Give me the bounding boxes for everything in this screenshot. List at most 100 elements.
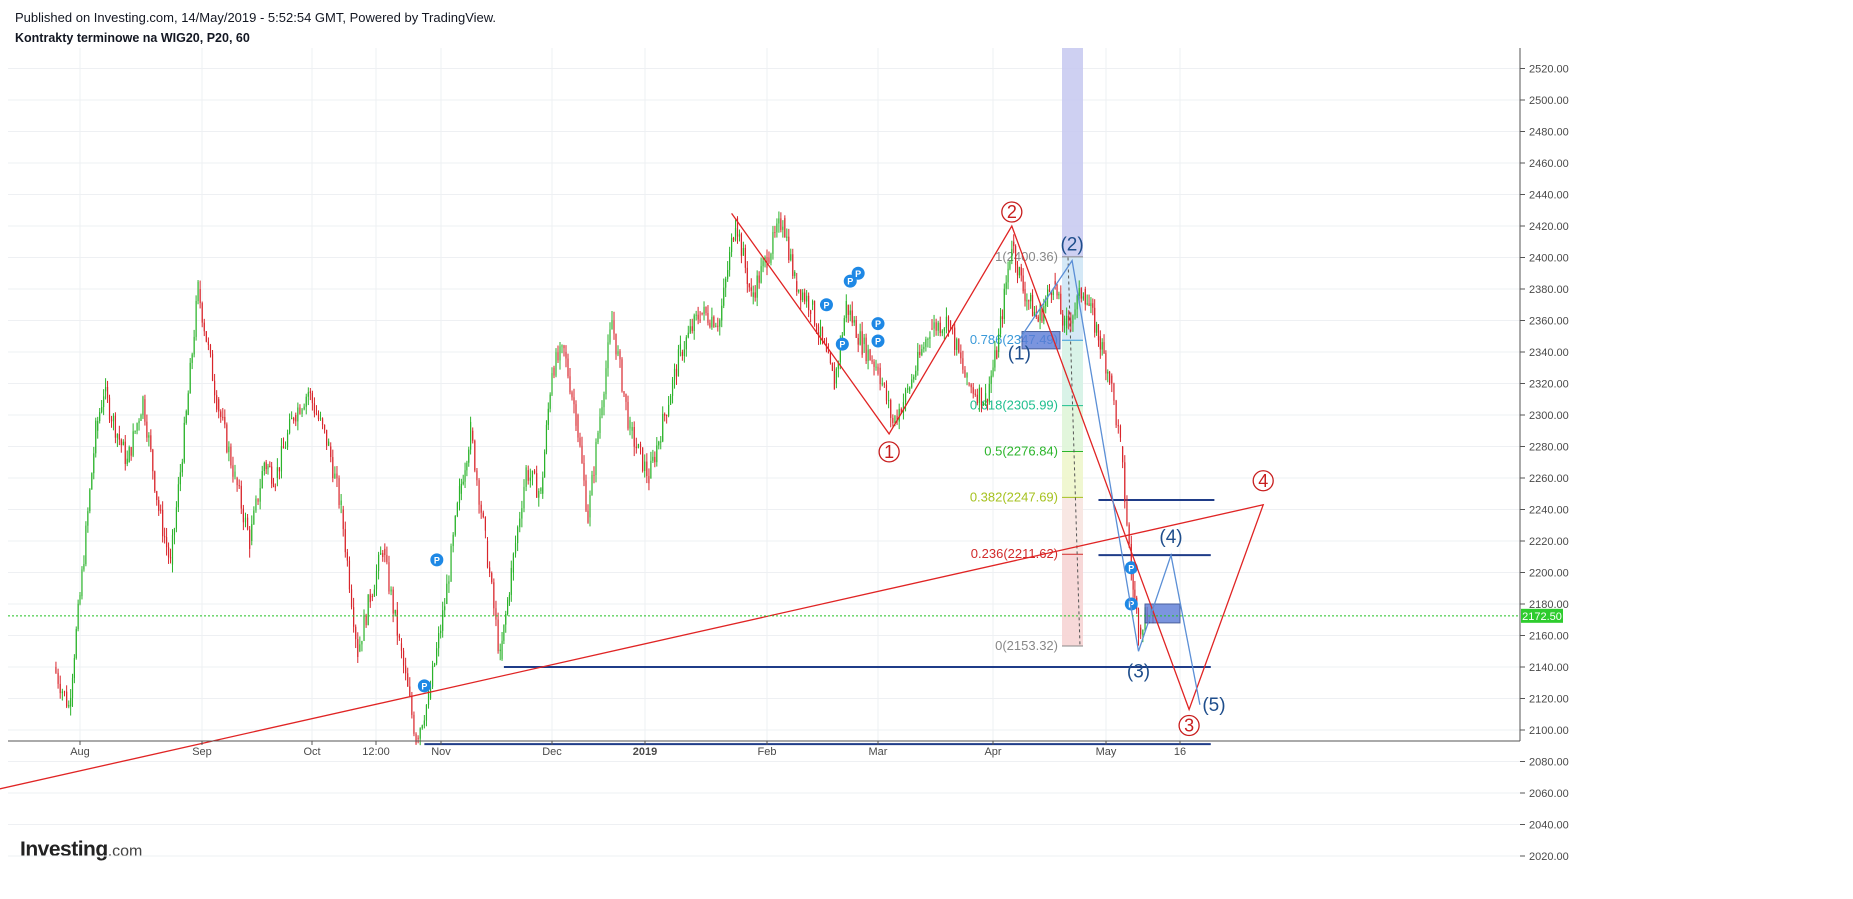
candle-body <box>495 608 497 620</box>
candle-body <box>525 467 527 487</box>
candle-body <box>238 485 240 487</box>
candle-body <box>764 257 766 261</box>
candle-body <box>559 346 561 361</box>
candle-body <box>810 310 812 314</box>
p-marker-icon <box>835 337 849 351</box>
x-tick-label: Aug <box>70 746 90 758</box>
candle-body <box>468 449 470 463</box>
candle-body <box>1142 629 1144 635</box>
candle-body <box>330 446 332 458</box>
candle-body <box>1097 324 1100 341</box>
candle-body <box>531 470 534 478</box>
candle-body <box>1018 267 1020 276</box>
candle-body <box>736 218 739 237</box>
candle-body <box>547 408 549 425</box>
candle-body <box>595 441 597 475</box>
candle-body <box>462 481 464 484</box>
candle-body <box>573 397 575 405</box>
candle-body <box>557 352 559 361</box>
candle-body <box>904 389 907 403</box>
candle-body <box>1015 246 1017 266</box>
candle-body <box>527 470 529 481</box>
candle-body <box>637 444 640 449</box>
candle-body <box>486 541 489 568</box>
candle-body <box>326 429 328 446</box>
candle-body <box>994 350 996 368</box>
candle-body <box>523 486 525 509</box>
candle-body <box>499 649 501 652</box>
candle-body <box>723 287 725 306</box>
candle-body <box>911 379 913 388</box>
candle-body <box>431 665 434 687</box>
candle-body <box>1109 371 1111 384</box>
candle-body <box>1107 371 1109 374</box>
y-tick-label: 2100.00 <box>1529 725 1569 737</box>
candle-body <box>867 349 869 362</box>
candle-body <box>59 683 61 694</box>
candle-body <box>519 518 521 528</box>
candle-body <box>91 473 93 490</box>
red-wave-label: 2 <box>1007 202 1017 222</box>
candle-body <box>1052 291 1054 296</box>
candle-body <box>542 477 544 494</box>
candle-body <box>470 421 472 450</box>
candle-body <box>859 331 861 345</box>
candle-body <box>1130 543 1132 573</box>
candle-body <box>804 292 806 302</box>
candle-body <box>802 292 804 301</box>
candle-body <box>433 663 436 666</box>
candle-body <box>919 351 921 356</box>
candle-body <box>837 362 839 369</box>
candle-body <box>717 325 719 327</box>
candle-body <box>293 417 295 421</box>
candle-body <box>1074 309 1076 316</box>
candle-body <box>1113 383 1115 401</box>
candle-body <box>1088 303 1090 307</box>
candle-body <box>927 338 929 340</box>
candle-body <box>986 399 989 402</box>
candle-body <box>173 528 176 536</box>
candle-body <box>695 314 697 316</box>
candle-body <box>348 560 351 590</box>
candle-body <box>627 401 629 429</box>
candle-body <box>444 606 446 611</box>
y-tick-label: 2380.00 <box>1529 284 1569 296</box>
candle-body <box>654 456 656 463</box>
candle-body <box>319 418 322 420</box>
candle-body <box>425 704 428 721</box>
candle-body <box>104 386 107 392</box>
candle-body <box>99 412 101 421</box>
candle-body <box>666 415 668 416</box>
candle-body <box>960 352 962 359</box>
red-wave-circle <box>1001 201 1023 223</box>
y-tick-label: 2280.00 <box>1529 442 1569 454</box>
candle-body <box>966 372 968 378</box>
candle-body <box>887 400 890 402</box>
candle-body <box>514 543 517 554</box>
candle-body <box>386 554 388 563</box>
blue-wave-label: (3) <box>1127 661 1150 682</box>
y-tick-label: 2240.00 <box>1529 505 1569 517</box>
candle-body <box>344 529 346 553</box>
candle-body <box>770 253 772 263</box>
candle-body <box>427 690 430 705</box>
fib-level-label: 0.618(2305.99) <box>970 398 1058 413</box>
candle-body <box>536 473 538 498</box>
candle-body <box>342 509 344 530</box>
candle-body <box>146 421 148 438</box>
candle-body <box>1022 275 1024 292</box>
candle-body <box>156 491 158 501</box>
fib-level-label: 0.382(2247.69) <box>970 489 1058 504</box>
candle-body <box>177 484 179 508</box>
candle-body <box>261 470 263 489</box>
candle-body <box>77 603 79 630</box>
red-wave-circle <box>1252 470 1274 492</box>
candle-body <box>1003 288 1005 320</box>
candle-body <box>857 337 859 345</box>
candle-body <box>571 392 573 398</box>
candle-body <box>1092 303 1094 308</box>
candle-body <box>617 351 619 355</box>
candle-body <box>1056 284 1058 296</box>
candle-body <box>332 457 334 479</box>
